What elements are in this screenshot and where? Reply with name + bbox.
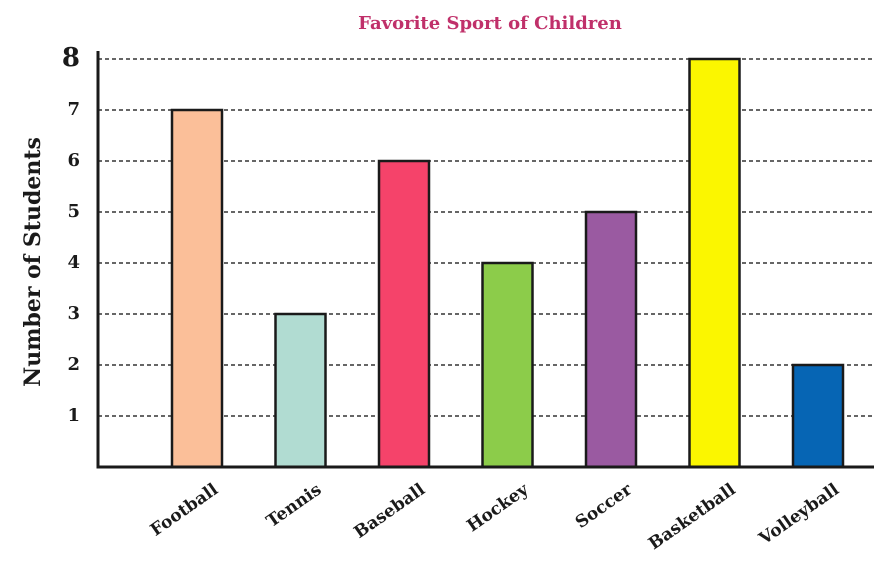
x-tick-label: Soccer: [572, 479, 637, 533]
bar-basketball: [688, 57, 741, 469]
bar-hockey: [481, 261, 534, 469]
x-tick-labels: Football Tennis Baseball Hockey Soccer Basket…: [147, 479, 843, 554]
x-tick-label: Basketball: [645, 479, 740, 554]
y-tick-label: 8: [62, 43, 80, 73]
x-tick-label: Baseball: [351, 479, 430, 542]
x-tick-label: Hockey: [463, 479, 533, 536]
y-tick-label: 4: [67, 252, 80, 273]
bar-volleyball: [791, 363, 845, 469]
x-tick-label: Volleyball: [755, 479, 843, 549]
y-tick-label: 2: [67, 354, 80, 375]
y-tick-label: 1: [67, 405, 80, 426]
y-tick-labels: 1 2 3 4 5 6 7 8: [62, 43, 80, 426]
x-tick-label: Football: [147, 479, 222, 540]
axes: [96, 51, 874, 469]
y-tick-label: 6: [67, 150, 80, 171]
y-tick-label: 5: [67, 201, 80, 222]
x-tick-label: Tennis: [263, 480, 325, 532]
bar-baseball: [377, 159, 431, 469]
bar-football: [170, 108, 224, 469]
bar-soccer: [584, 210, 638, 469]
y-axis-label: Number of Students: [20, 137, 46, 387]
bar-tennis: [274, 312, 327, 469]
y-tick-label: 7: [67, 99, 80, 120]
bars: [170, 57, 845, 469]
y-tick-label: 3: [67, 303, 80, 324]
chart-title: Favorite Sport of Children: [358, 13, 622, 34]
